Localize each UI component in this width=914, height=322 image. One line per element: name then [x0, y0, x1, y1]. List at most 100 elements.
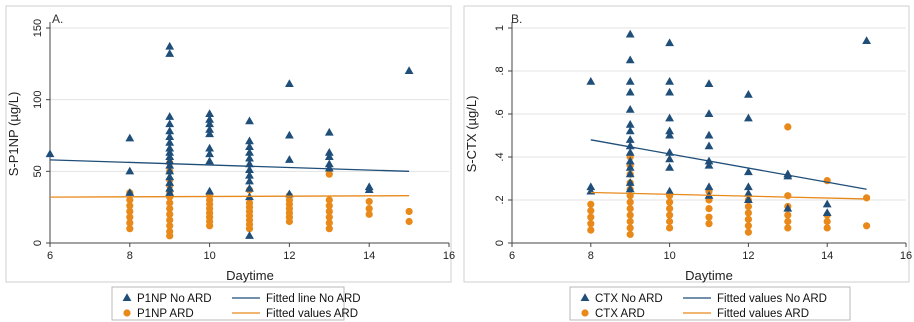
- data-point-circle: [666, 224, 674, 232]
- data-point-circle: [784, 123, 792, 131]
- data-point-triangle: [625, 163, 635, 171]
- data-point-circle: [166, 199, 174, 207]
- data-point-circle: [784, 224, 792, 232]
- data-point-triangle: [205, 129, 214, 138]
- data-point-triangle: [165, 143, 175, 152]
- data-point-circle: [666, 211, 674, 219]
- y-tick-label: .8: [494, 66, 506, 75]
- legend-box: [569, 286, 851, 321]
- y-axis-label: S-CTX (µg/L): [464, 96, 479, 173]
- data-point-triangle: [125, 188, 135, 196]
- data-point-circle: [666, 198, 674, 206]
- x-axis-label: Daytime: [685, 268, 733, 283]
- legend-1: CTX No ARD Fitted values No ARD CTX ARD Fit…: [569, 286, 851, 321]
- data-point-triangle: [704, 182, 714, 191]
- data-point-triangle: [665, 113, 674, 122]
- data-point-triangle: [245, 183, 254, 192]
- data-point-triangle: [625, 169, 635, 178]
- x-tick-label: 12: [742, 250, 754, 262]
- data-point-circle: [285, 217, 293, 226]
- x-axis-label: Daytime: [226, 268, 274, 283]
- data-point-circle: [666, 217, 674, 226]
- data-point-circle: [705, 220, 713, 228]
- data-point-triangle: [205, 109, 214, 118]
- data-point-triangle: [324, 163, 334, 172]
- data-point-circle: [166, 222, 174, 230]
- data-point-circle: [784, 217, 792, 226]
- data-point-circle: [126, 225, 134, 233]
- y-tick-label: .4: [494, 152, 506, 161]
- chart-panel-0: 0 50 100 150 6 8 10 12 14 16 A. Daytime S-P1NP (µg/L…: [5, 5, 455, 283]
- y-tick-label: .2: [494, 195, 506, 204]
- data-point-circle: [126, 202, 134, 210]
- data-point-circle: [863, 222, 871, 230]
- data-point-triangle: [665, 77, 674, 85]
- data-point-triangle: [205, 115, 214, 123]
- data-point-triangle: [165, 166, 175, 175]
- panel-label: A.: [52, 12, 63, 26]
- data-point-triangle: [665, 130, 674, 139]
- data-point-circle: [744, 209, 753, 217]
- data-point-triangle: [625, 120, 635, 128]
- data-point-triangle: [165, 49, 175, 57]
- fitted-line: [590, 139, 867, 190]
- data-point-triangle: [165, 183, 175, 192]
- y-tick-label: 0: [494, 240, 506, 246]
- data-point-triangle: [245, 165, 254, 173]
- data-point-circle: [325, 170, 333, 178]
- data-point-triangle: [245, 142, 254, 151]
- data-point-triangle: [165, 160, 175, 169]
- legend-label: Fitted line No ARD: [266, 293, 361, 305]
- data-point-triangle: [245, 170, 254, 179]
- data-point-circle: [166, 205, 174, 213]
- data-point-triangle: [205, 156, 214, 165]
- data-point-triangle: [625, 77, 635, 85]
- legend-label: P1NP No ARD: [137, 293, 212, 305]
- data-point-circle: [325, 213, 333, 221]
- data-point-circle: [587, 220, 595, 228]
- data-point-triangle: [165, 41, 175, 50]
- data-point-circle: [206, 222, 214, 230]
- y-tick-label: 150: [32, 19, 44, 37]
- legend-label: Fitted values ARD: [266, 308, 358, 320]
- data-point-triangle: [324, 127, 334, 136]
- data-point-circle: [325, 196, 333, 204]
- data-point-circle: [365, 205, 373, 213]
- data-point-circle: [744, 222, 753, 230]
- data-point-circle: [365, 197, 373, 206]
- data-point-circle: [744, 228, 753, 236]
- legend-label: P1NP ARD: [137, 308, 194, 320]
- data-point-triangle: [285, 155, 294, 163]
- data-point-triangle: [125, 133, 135, 142]
- data-point-triangle: [704, 130, 714, 139]
- data-point-triangle: [285, 189, 294, 198]
- data-point-triangle: [165, 137, 175, 146]
- data-point-triangle: [704, 160, 714, 169]
- data-point-triangle: [822, 199, 832, 208]
- y-tick-label: 50: [32, 165, 44, 177]
- data-point-triangle: [165, 188, 175, 196]
- legend-box: [111, 286, 345, 321]
- data-point-circle: [626, 230, 634, 238]
- legend-0: P1NP No ARD Fitted line No ARD P1NP ARD Fit…: [111, 286, 361, 321]
- data-point-triangle: [625, 104, 635, 113]
- data-point-triangle: [165, 132, 175, 140]
- data-point-triangle: [862, 36, 871, 44]
- data-point-circle: [126, 219, 134, 227]
- legend-triangle-icon: [122, 293, 132, 302]
- panel-label: B.: [511, 12, 522, 26]
- panel-frame: [463, 5, 910, 283]
- data-point-circle: [863, 194, 871, 202]
- legend-triangle-icon: [580, 293, 590, 302]
- data-point-triangle: [625, 55, 635, 64]
- data-point-triangle: [744, 167, 753, 176]
- data-point-circle: [126, 213, 134, 221]
- data-point-triangle: [625, 184, 635, 193]
- data-point-triangle: [744, 195, 753, 204]
- data-point-triangle: [245, 153, 254, 162]
- data-point-circle: [126, 196, 134, 204]
- data-point-triangle: [586, 77, 596, 85]
- data-point-circle: [166, 232, 174, 240]
